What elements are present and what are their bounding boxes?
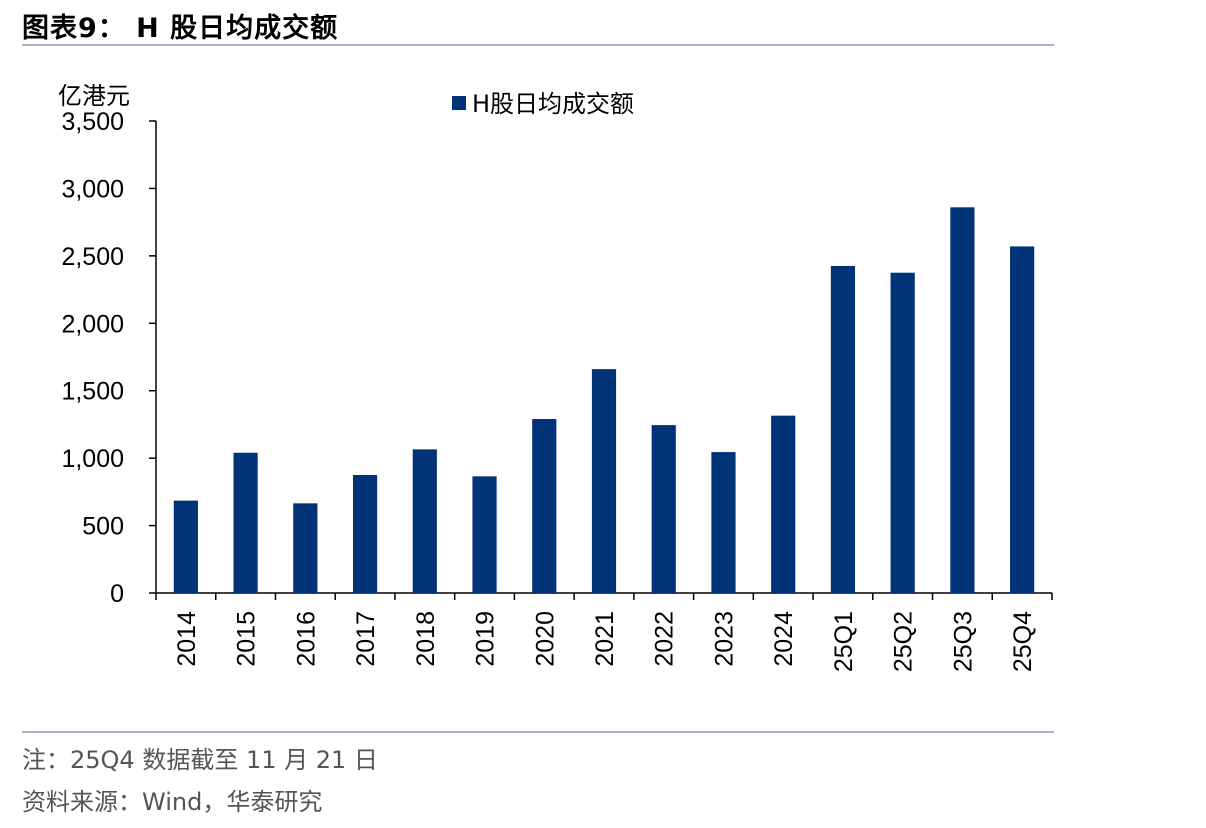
bar [771,415,796,593]
bar [591,369,617,593]
x-tick-label: 2014 [173,611,201,667]
y-tick-label: 2,500 [61,243,124,271]
x-tick-label: 2019 [472,611,500,667]
y-axis: 0 500 1,000 1,500 2,000 2,500 3,000 3,500 [61,108,157,608]
bar [1010,246,1035,593]
y-tick-label: 500 [82,513,124,541]
source-note: 资料来源：Wind，华泰研究 [22,788,323,816]
x-tick-label: 25Q2 [890,611,918,672]
bars [173,207,1035,593]
x-tick-label: 2016 [292,611,320,667]
bar-chart: 亿港元 H股日均成交额 0 500 1,000 1,500 2,000 2,500 3,00… [58,82,1053,672]
bar [651,425,676,593]
y-tick-label: 1,500 [61,378,124,406]
y-tick-label: 2,000 [61,310,124,338]
title-divider [22,44,1054,46]
x-tick-label: 2015 [233,611,261,667]
legend-label: H股日均成交额 [472,90,634,118]
bar [233,452,258,593]
bar [890,272,915,593]
x-tick-label: 2022 [651,611,679,667]
bar [472,476,497,593]
x-tick-label: 2021 [591,611,619,667]
footer-divider [22,731,1054,733]
bar [412,449,437,593]
bar [532,419,557,593]
bar [830,265,856,593]
x-tick-label: 25Q3 [949,611,977,672]
bar [352,475,378,593]
y-axis-label: 亿港元 [58,82,130,110]
x-tick-label: 25Q1 [830,611,858,672]
y-tick-label: 3,500 [61,108,124,136]
figure-title: 图表9： H 股日均成交额 [22,13,339,44]
x-tick-label: 2018 [412,611,440,667]
bar [711,452,736,593]
x-tick-label: 2020 [531,611,559,667]
y-tick-label: 3,000 [61,175,124,203]
bar [293,503,318,593]
legend-swatch [452,96,466,110]
y-tick-label: 0 [110,580,124,608]
footnote: 注：25Q4 数据截至 11 月 21 日 [22,746,378,774]
x-axis: 2014 2015 2016 2017 2018 2019 2020 2021 2022 2023… [155,592,1053,672]
y-tick-label: 1,000 [61,445,124,473]
x-tick-label: 25Q4 [1009,611,1037,672]
legend: H股日均成交额 [452,90,634,118]
bar [950,207,975,593]
x-tick-label: 2023 [710,611,738,667]
x-tick-label: 2024 [770,611,798,667]
bar [173,500,198,593]
x-tick-label: 2017 [352,611,380,667]
